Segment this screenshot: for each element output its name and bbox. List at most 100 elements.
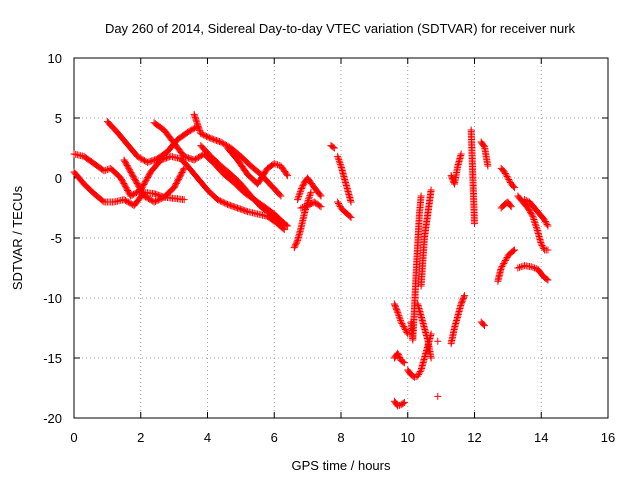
data-point	[544, 276, 552, 284]
data-point	[188, 126, 196, 134]
data-point	[204, 133, 212, 141]
data-point	[219, 198, 227, 206]
data-point	[400, 398, 408, 406]
data-point	[225, 201, 233, 209]
data-point	[213, 136, 221, 144]
data-point	[140, 192, 148, 200]
data-point	[415, 369, 423, 377]
x-tick-label: 12	[467, 430, 481, 445]
y-tick-labels: -20 -15 -10 -5 0 5 10	[43, 51, 62, 426]
data-point	[395, 312, 403, 320]
data-point	[394, 349, 402, 357]
data-point	[190, 110, 198, 118]
data-point	[130, 190, 138, 198]
data-point	[136, 154, 144, 162]
data-point	[528, 211, 536, 219]
data-point	[180, 152, 188, 160]
data-point	[531, 264, 539, 272]
data-point	[400, 359, 408, 367]
y-tick-label: -20	[43, 411, 62, 426]
data-point	[194, 153, 202, 161]
data-point	[228, 202, 236, 210]
data-point	[296, 188, 304, 196]
data-point	[397, 316, 405, 324]
data-point	[347, 198, 355, 206]
data-point	[192, 155, 200, 163]
data-point	[479, 320, 487, 328]
data-point	[416, 368, 424, 375]
data-point	[302, 202, 310, 210]
data-point	[399, 358, 407, 366]
data-point	[291, 242, 299, 250]
data-point	[280, 226, 288, 234]
data-point	[538, 242, 546, 249]
data-point	[501, 258, 509, 266]
data-point	[295, 192, 303, 200]
data-point	[133, 152, 141, 160]
data-point	[521, 196, 529, 204]
data-point	[146, 195, 154, 203]
data-point	[196, 127, 204, 135]
data-point	[514, 264, 522, 272]
data-point	[543, 275, 551, 283]
data-point	[141, 157, 149, 165]
data-point	[207, 134, 215, 142]
data-point	[179, 166, 187, 174]
data-point	[146, 157, 154, 165]
y-axis-label: SDTVAR / TECUs	[10, 185, 25, 290]
data-point	[537, 240, 545, 248]
data-point	[506, 177, 514, 185]
data-point	[294, 194, 302, 202]
data-point	[403, 329, 411, 336]
data-point	[544, 222, 552, 230]
data-point	[194, 121, 202, 129]
data-point	[143, 158, 151, 166]
data-point	[185, 128, 193, 136]
data-point	[529, 212, 537, 220]
data-point	[517, 263, 525, 271]
data-point	[394, 308, 402, 316]
data-point	[194, 122, 202, 130]
data-point	[138, 155, 146, 163]
data-point	[316, 191, 324, 199]
data-point	[131, 189, 139, 197]
data-point	[522, 196, 530, 204]
data-point	[541, 216, 549, 224]
data-point	[127, 192, 135, 200]
data-point	[224, 200, 232, 208]
data-point	[226, 201, 234, 209]
data-point	[502, 255, 510, 263]
data-point	[139, 156, 147, 164]
data-point	[399, 321, 407, 329]
data-point	[157, 195, 165, 203]
data-point	[150, 198, 158, 206]
data-point	[394, 402, 402, 410]
data-point	[193, 119, 201, 127]
x-tick-label: 2	[137, 430, 144, 445]
data-point	[191, 113, 199, 121]
data-point	[153, 191, 161, 199]
grid-lines	[74, 58, 608, 418]
data-point	[511, 246, 519, 254]
data-point	[306, 190, 314, 198]
data-point	[218, 139, 226, 147]
data-point	[152, 190, 160, 198]
data-point	[532, 222, 540, 230]
data-point	[144, 195, 152, 203]
data-point	[394, 310, 402, 318]
chart-title: Day 260 of 2014, Sidereal Day-to-day VTE…	[105, 21, 576, 36]
data-point	[502, 171, 510, 179]
data-point	[299, 182, 307, 190]
data-point	[395, 352, 403, 360]
data-point	[102, 166, 110, 174]
data-point	[504, 174, 512, 182]
data-point	[294, 196, 302, 204]
data-point	[511, 184, 519, 192]
data-point	[239, 206, 247, 214]
data-point	[503, 173, 511, 180]
data-point	[533, 226, 541, 234]
axis-ticks	[73, 57, 609, 419]
data-point	[396, 354, 404, 362]
data-point	[183, 128, 191, 136]
